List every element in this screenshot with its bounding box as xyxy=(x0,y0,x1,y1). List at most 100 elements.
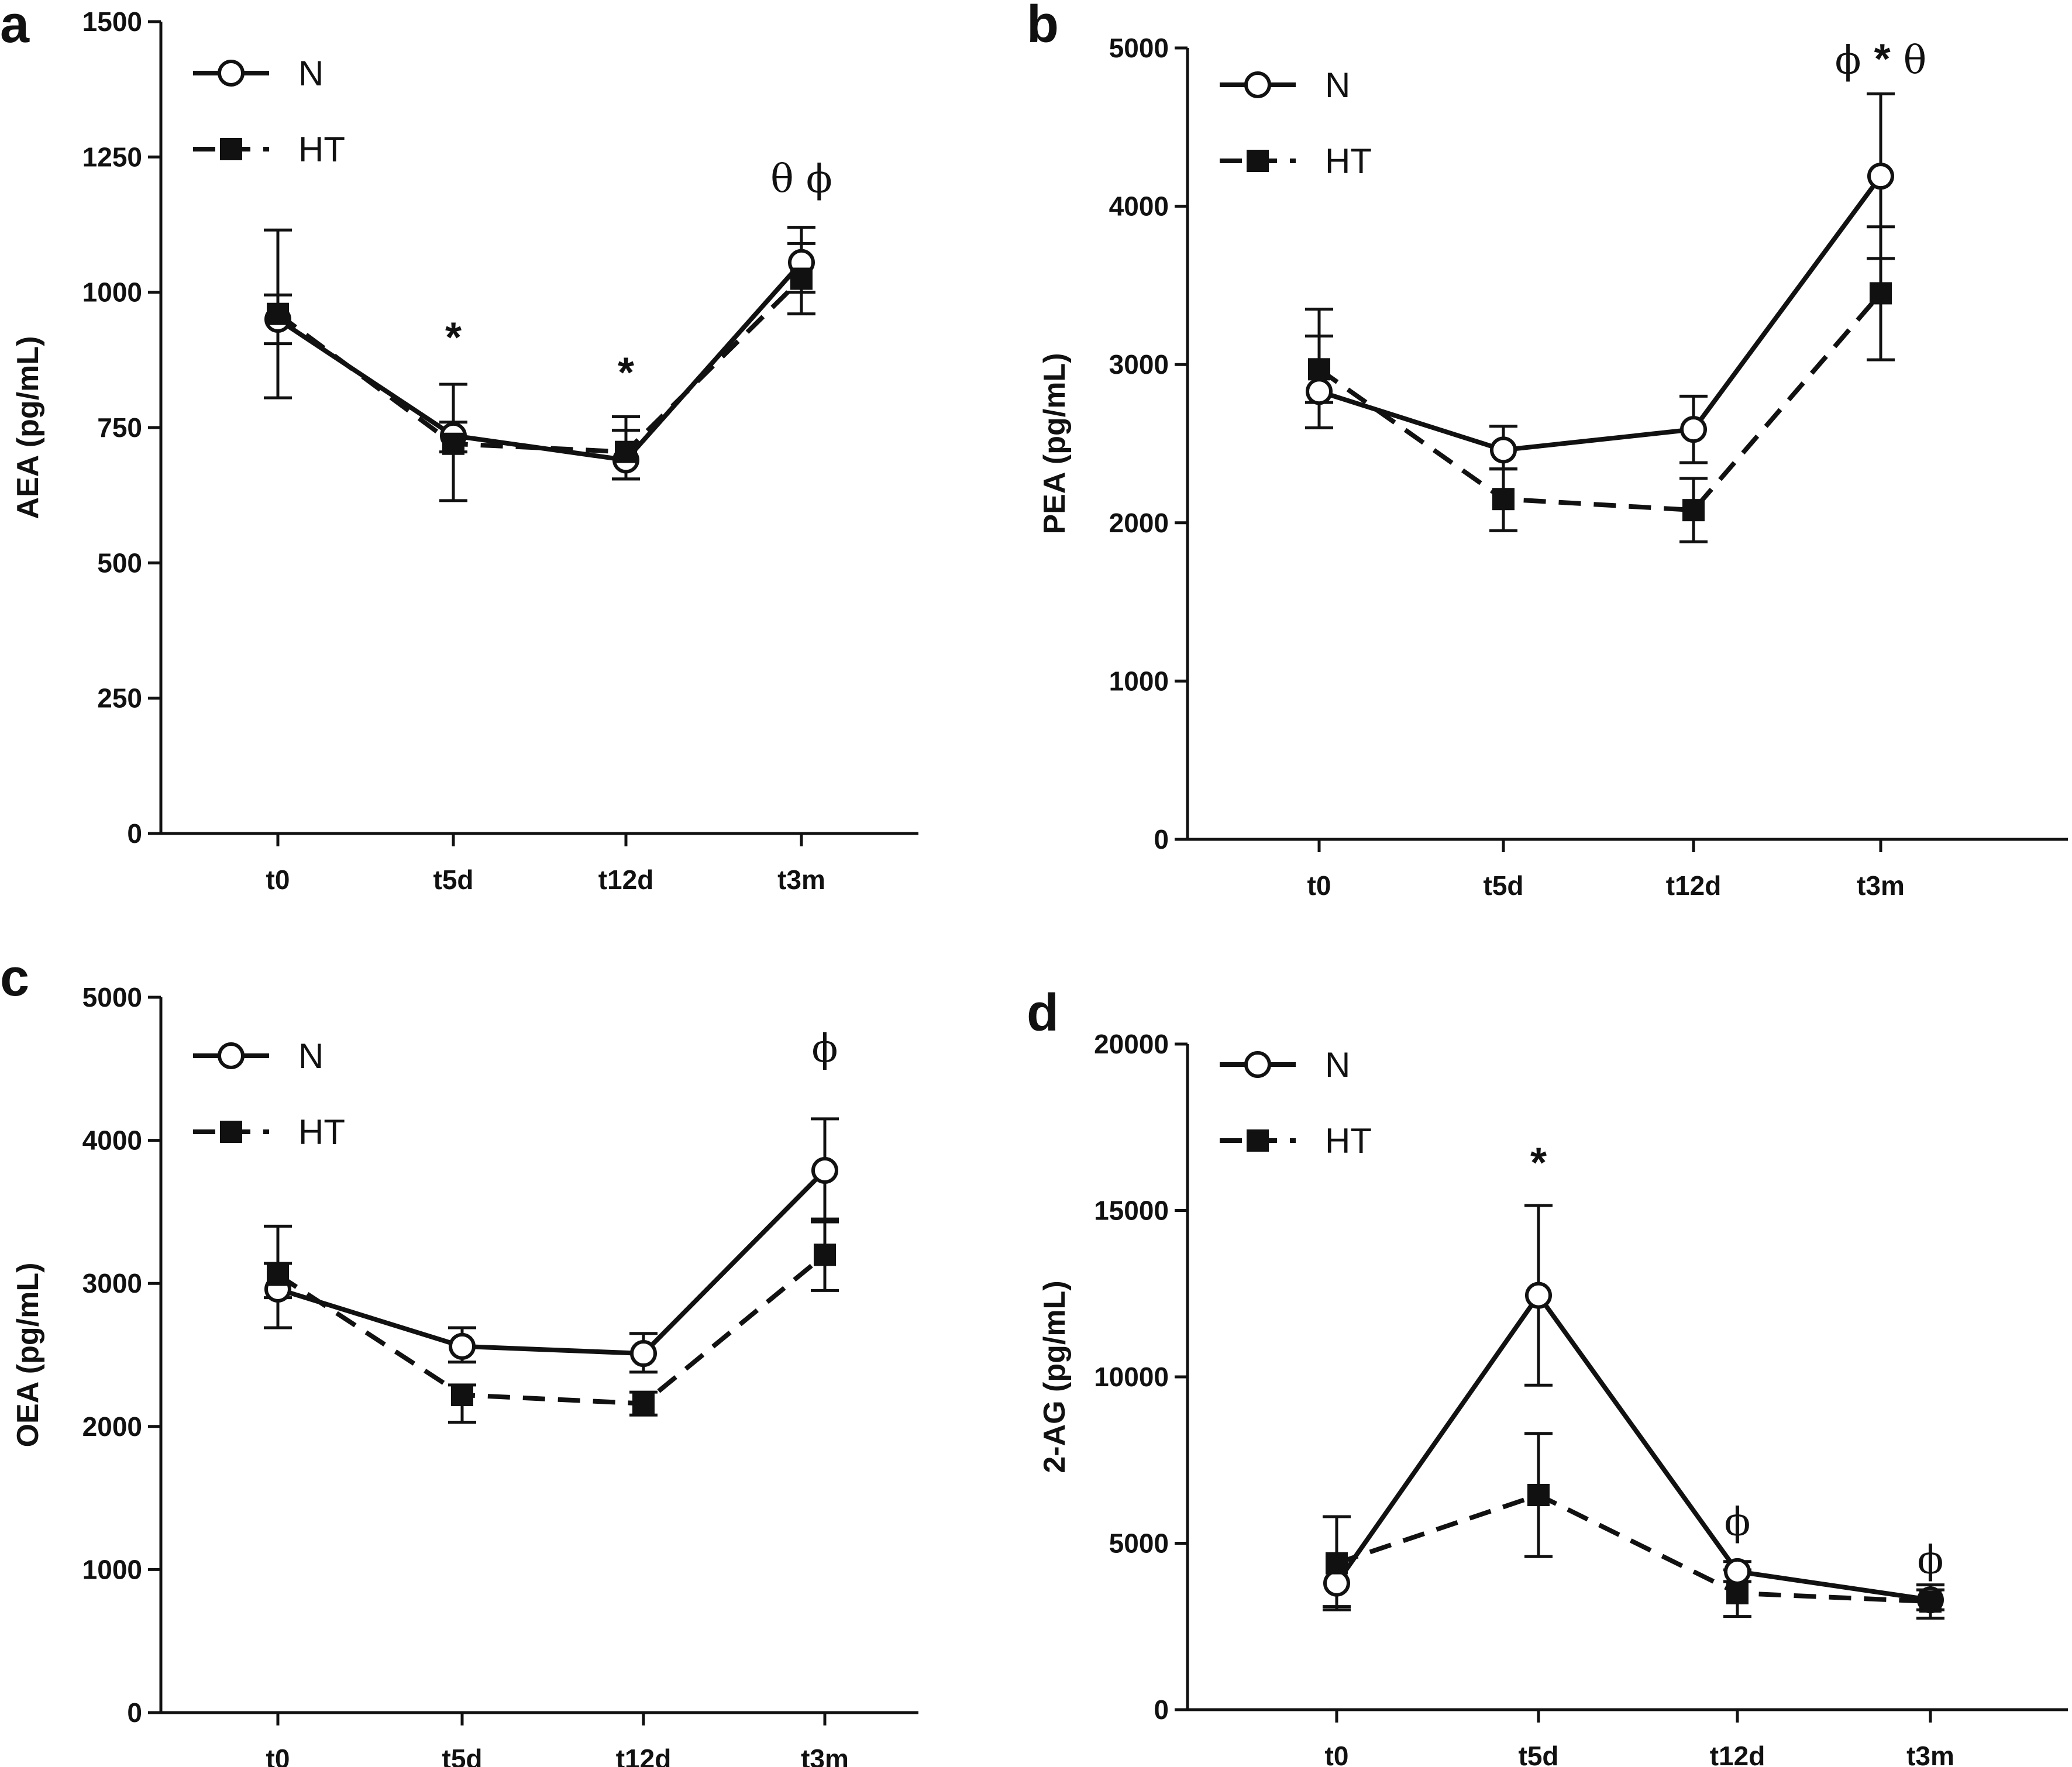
panel-b-point-ht xyxy=(1308,358,1330,381)
panel-b-y-tick-label: 4000 xyxy=(1109,191,1169,222)
panel-a-legend-ht-marker xyxy=(220,138,242,160)
panel-b-legend-ht-label: HT xyxy=(1325,142,1372,181)
panel-d-point-n xyxy=(1323,1569,1350,1597)
panel-a-significance-mark: θ ϕ xyxy=(770,156,832,201)
panel-b-point-ht xyxy=(1492,488,1515,511)
panel-b-y-tick-label: 1000 xyxy=(1109,666,1169,696)
panel-c-series-n-line xyxy=(277,1169,827,1356)
panel-a-y-tick-label: 1000 xyxy=(82,277,142,308)
panel-a-legend-n-marker xyxy=(218,60,245,87)
panel-c-point-ht xyxy=(632,1392,655,1415)
panel-a-point-ht xyxy=(267,302,289,325)
panel-d-significance-mark: ϕ xyxy=(1725,1499,1751,1544)
panel-c-legend-n-marker xyxy=(218,1042,245,1069)
panel-a-x-tick-label: t5d xyxy=(433,864,474,895)
panel-c-y-tick-label: 3000 xyxy=(82,1268,142,1298)
panel-b-point-n xyxy=(1680,416,1707,443)
panel-b-y-tick-label: 5000 xyxy=(1109,33,1169,63)
panel-d-legend-ht-marker xyxy=(1247,1129,1269,1152)
panel-d-point-ht xyxy=(1919,1590,1942,1613)
panel-b-y-axis-title: PEA (pg/mL) xyxy=(1038,353,1072,534)
panel-a-y-tick-label: 1250 xyxy=(82,142,142,172)
panel-a-series-n-line xyxy=(276,261,803,463)
panel-d-y-tick-label: 15000 xyxy=(1094,1196,1169,1226)
panel-b-point-n xyxy=(1490,436,1517,464)
panel-d-series-ht-line xyxy=(1336,1492,1931,1604)
panel-d-y-tick-label: 0 xyxy=(1154,1694,1169,1725)
panel-d-point-n xyxy=(1724,1558,1751,1585)
panel-d-y-tick-label: 10000 xyxy=(1094,1362,1169,1392)
panel-a-y-tick-label: 1500 xyxy=(82,6,142,37)
panel-c-point-ht xyxy=(451,1383,473,1406)
panel-a-point-ht xyxy=(615,440,637,463)
panel-a-y-tick-label: 0 xyxy=(127,818,142,849)
panel-c-legend-ht-marker xyxy=(220,1121,242,1143)
panel-d-y-tick-label: 20000 xyxy=(1094,1029,1169,1059)
panel-c-point-n xyxy=(811,1156,838,1184)
panel-c-legend-n-label: N xyxy=(298,1036,323,1076)
panel-a-y-tick-label: 500 xyxy=(97,547,142,578)
panel-b-x-tick-label: t5d xyxy=(1484,870,1524,901)
panel-c-point-n xyxy=(449,1332,476,1360)
panel-d-point-ht xyxy=(1326,1552,1348,1575)
panel-d-series-n-line xyxy=(1334,1291,1931,1603)
panel-c-series-ht-line xyxy=(276,1253,827,1406)
panel-a-series-ht-line xyxy=(276,277,803,454)
panel-c-x-tick-label: t0 xyxy=(266,1744,290,1767)
panel-c-y-tick-label: 2000 xyxy=(82,1411,142,1442)
panel-a-point-ht xyxy=(790,267,813,290)
panel-d-y-tick-label: 5000 xyxy=(1109,1528,1169,1559)
panel-b-series-n-line xyxy=(1318,174,1883,453)
panel-a-significance-mark: * xyxy=(618,350,634,397)
panel-b-significance-mark: ϕ * θ xyxy=(1835,36,1927,82)
panel-b-point-ht xyxy=(1682,499,1705,522)
panel-d-legend-n-marker xyxy=(1244,1051,1271,1078)
panel-c-x-tick-label: t5d xyxy=(442,1744,483,1767)
panel-c-legend-ht-label: HT xyxy=(298,1112,345,1152)
panel-c-point-ht xyxy=(267,1263,289,1286)
panel-b-legend-n-label: N xyxy=(1325,66,1350,105)
panel-a-y-tick-label: 750 xyxy=(97,412,142,443)
panel-c-y-tick-label: 1000 xyxy=(82,1554,142,1585)
panel-a-x-tick-label: t12d xyxy=(598,864,654,895)
panel-b-chart: b 0 1000 2000 3000 4000 5000 t0 t5d t12d t3m PEA (… xyxy=(1027,0,2068,901)
panel-a-significance-mark: * xyxy=(445,314,462,361)
panel-d-legend-n-label: N xyxy=(1325,1045,1350,1084)
panel-a-legend-n-label: N xyxy=(298,54,323,93)
panel-c-chart: c 0 1000 2000 3000 4000 5000 t0 t5d t12d t3m OEA (… xyxy=(0,949,918,1767)
panel-b-x-tick-label: t0 xyxy=(1307,870,1331,901)
panel-d-x-tick-label: t5d xyxy=(1519,1741,1559,1767)
panel-c-y-axis-title: OEA (pg/mL) xyxy=(11,1263,45,1448)
panel-d-significance-mark: ϕ xyxy=(1918,1538,1944,1583)
panel-b-letter: b xyxy=(1027,0,1059,54)
panel-d-significance-mark: * xyxy=(1530,1140,1547,1187)
panel-d-letter: d xyxy=(1027,984,1059,1042)
panel-d-x-tick-label: t12d xyxy=(1710,1741,1765,1767)
panel-b-series-ht-line xyxy=(1317,291,1883,513)
panel-d-x-tick-label: t0 xyxy=(1325,1741,1349,1767)
panel-a-y-axis-title: AEA (pg/mL) xyxy=(11,336,45,519)
panel-b-y-tick-label: 2000 xyxy=(1109,508,1169,538)
panel-b-x-tick-label: t3m xyxy=(1857,870,1905,901)
panel-b-point-n xyxy=(1867,163,1894,190)
panel-a-chart: a 0 250 500 750 1000 1250 1500 t0 t5d t12d t3m AEA … xyxy=(0,0,918,895)
panel-a-letter: a xyxy=(0,0,30,54)
panel-d-chart: d 0 5000 10000 15000 20000 t0 t5d t12d t3m 2-AG (… xyxy=(1027,984,2068,1767)
panel-d-point-ht xyxy=(1527,1483,1550,1506)
panel-c-point-n xyxy=(630,1340,657,1368)
panel-d-point-n xyxy=(1525,1282,1552,1309)
panel-c-significance-mark: ϕ xyxy=(812,1026,838,1071)
panel-d-x-tick-label: t3m xyxy=(1906,1741,1954,1767)
panel-c-letter: c xyxy=(0,949,29,1007)
panel-c-y-tick-label: 4000 xyxy=(82,1125,142,1156)
panel-c-x-tick-label: t3m xyxy=(801,1744,849,1767)
panel-a-legend-ht-label: HT xyxy=(298,130,345,169)
panel-b-point-n xyxy=(1306,378,1333,405)
panel-d-point-ht xyxy=(1726,1582,1749,1604)
panel-b-point-ht xyxy=(1870,282,1892,305)
panel-b-legend-ht-marker xyxy=(1247,150,1269,172)
panel-a-point-ht xyxy=(442,432,464,455)
panel-c-y-tick-label: 5000 xyxy=(82,982,142,1012)
panel-a-x-tick-label: t0 xyxy=(266,864,290,895)
